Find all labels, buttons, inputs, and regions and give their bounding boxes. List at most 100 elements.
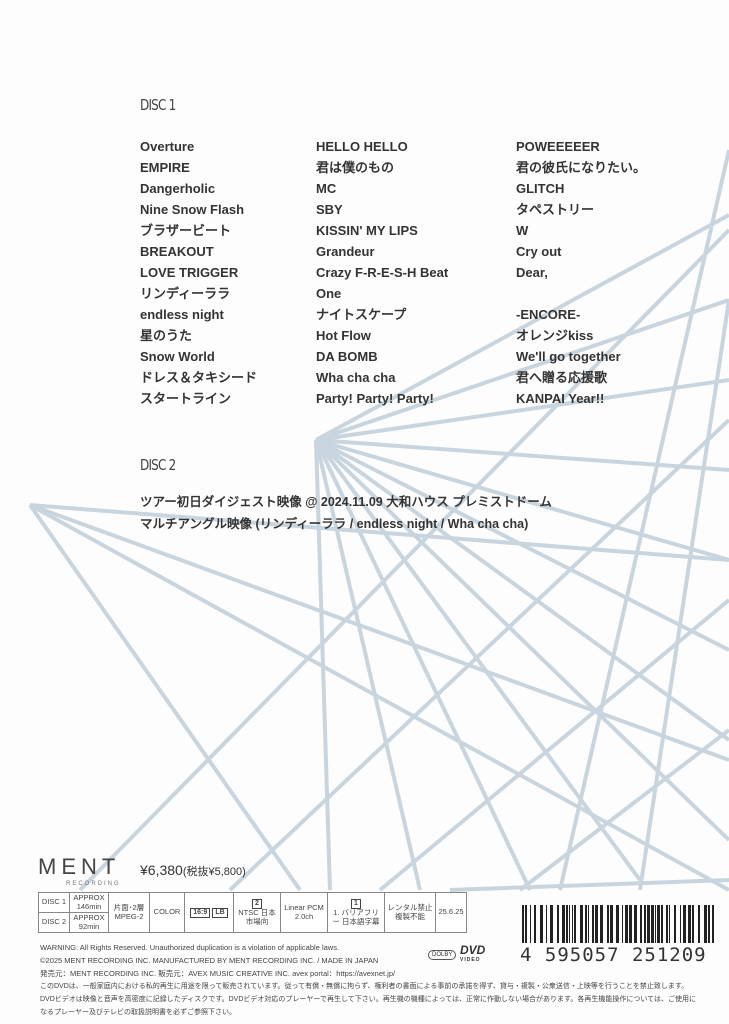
barcode-digits: 4 595057 251209 xyxy=(520,944,707,966)
barcode-bar xyxy=(661,905,663,943)
disc2-line: マルチアングル映像 (リンディーララ / endless night / Wha… xyxy=(140,517,529,531)
spec-rental: レンタル禁止 複製不能 xyxy=(384,892,436,933)
barcode-bar xyxy=(669,905,670,943)
disc2-line: ツアー初日ダイジェスト映像 @ 2024.11.09 大和ハウス プレミストドー… xyxy=(140,495,552,509)
barcode-bar xyxy=(595,905,598,943)
track-item: BREAKOUT xyxy=(140,244,214,259)
barcode-bar xyxy=(525,905,527,943)
barcode-bar xyxy=(610,905,613,943)
track-item: One xyxy=(316,286,342,301)
fine-print: なるプレーヤー及びテレビの取扱説明書を必ずご参照下さい。 xyxy=(40,1009,236,1016)
barcode-bar xyxy=(522,905,524,943)
barcode-bar xyxy=(557,905,559,943)
track-item: 星のうた xyxy=(140,328,193,343)
fine-print: このDVDは、一般家庭内における私的再生に用途を限って販売されています。従って有… xyxy=(40,983,689,990)
barcode-bar xyxy=(634,905,637,943)
dvd-logo-sub: VIDEO xyxy=(460,957,481,963)
track-item: リンディーララ xyxy=(140,286,231,301)
barcode-bar xyxy=(640,905,642,943)
track-item: HELLO HELLO xyxy=(316,139,408,154)
track-item: Cry out xyxy=(516,244,562,259)
barcode-bar xyxy=(708,905,710,943)
track-item: POWEEEEER xyxy=(516,139,600,154)
barcode-bar xyxy=(550,905,553,943)
fine-print: DVDビデオは映像と音声を高密度に記録したディスクです。DVDビデオ対応のプレー… xyxy=(40,996,696,1003)
price-tax: (税抜¥5,800) xyxy=(182,866,246,878)
barcode-bar xyxy=(698,905,700,943)
dvd-logo-text: DVD xyxy=(460,943,486,957)
spec-subtitle: 1 1. バリアフリー 日本語字幕 xyxy=(327,892,385,933)
barcode-bar xyxy=(683,905,686,943)
track-item: Dear, xyxy=(516,265,548,280)
track-item: Grandeur xyxy=(316,244,375,259)
track-item: KANPAI Year!! xyxy=(516,391,605,406)
barcode-bar xyxy=(592,905,594,943)
barcode-bar xyxy=(540,905,543,943)
spec-region: 2 NTSC 日本市場向 xyxy=(233,892,281,933)
barcode-bar xyxy=(655,905,656,943)
barcode-bar xyxy=(574,905,576,943)
track-item: KISSIN' MY LIPS xyxy=(316,223,418,238)
barcode-bar xyxy=(588,905,589,943)
track-item: DA BOMB xyxy=(316,349,378,364)
disc2-heading: DISC 2 xyxy=(140,456,176,474)
track-item: Overture xyxy=(140,139,195,154)
barcode-bar xyxy=(680,905,681,943)
barcode-bar xyxy=(572,905,573,943)
spec-aspect: 16:9 LB xyxy=(184,892,234,933)
barcode-bar xyxy=(666,905,668,943)
spec-audio: Linear PCM 2.0ch xyxy=(280,892,328,933)
barcode-bar xyxy=(688,905,691,943)
track-item: ドレス＆タキシード xyxy=(140,370,258,385)
barcode-bar xyxy=(674,905,676,943)
track-item: オレンジkiss xyxy=(516,328,594,343)
barcode-bar xyxy=(530,905,531,943)
barcode-bar xyxy=(569,905,570,943)
barcode-bar xyxy=(562,905,565,943)
fine-print: ©2025 MENT RECORDING INC. MANUFACTURED B… xyxy=(40,956,379,965)
barcode-bar xyxy=(704,905,707,943)
track-item: SBY xyxy=(316,202,343,217)
track-item: -ENCORE- xyxy=(516,307,581,322)
spec-disc1-time: APPROX 146min xyxy=(69,892,109,913)
track-item: GLITCH xyxy=(516,181,565,196)
barcode-bar xyxy=(625,905,628,943)
spec-layer: 片面･2層 MPEG-2 xyxy=(108,892,150,933)
track-item: EMPIRE xyxy=(140,160,190,175)
track-item: 君は僕のもの xyxy=(316,160,395,175)
barcode-bar xyxy=(644,905,646,943)
barcode-bar xyxy=(692,905,694,943)
track-item: ナイトスケープ xyxy=(316,307,407,322)
barcode-bar xyxy=(546,905,547,943)
barcode-bar xyxy=(580,905,583,943)
ment-logo-sub: RECORDING xyxy=(66,881,121,887)
spec-date: 25.6.25 xyxy=(435,892,467,933)
track-item: 君へ贈る応援歌 xyxy=(516,370,608,385)
track-item: タペストリー xyxy=(516,202,595,217)
track-item: Crazy F-R-E-S-H Beat xyxy=(316,265,449,280)
aspect-badge: 16:9 xyxy=(190,907,211,918)
barcode-bar xyxy=(566,905,568,943)
track-item: Party! Party! Party! xyxy=(316,391,434,406)
barcode-bar xyxy=(616,905,619,943)
spec-table: DISC 1 APPROX 146min 片面･2層 MPEG-2 COLOR … xyxy=(38,892,467,933)
track-item: 君の彼氏になりたい。 xyxy=(516,160,647,175)
track-item: Wha cha cha xyxy=(316,370,396,385)
barcode-bar xyxy=(712,905,714,943)
track-item: スタートライン xyxy=(140,391,232,406)
track-item: Dangerholic xyxy=(140,181,216,196)
fine-print: WARNING: All Rights Reserved. Unauthoriz… xyxy=(40,943,340,952)
spec-disc2: DISC 2 xyxy=(38,912,70,933)
spec-disc2-time: APPROX 92min xyxy=(69,912,109,933)
barcode-bar xyxy=(651,905,654,943)
barcode xyxy=(522,905,714,943)
spec-disc1: DISC 1 xyxy=(38,892,70,913)
track-item: W xyxy=(516,223,529,238)
price: ¥6,380(税抜¥5,800) xyxy=(140,862,246,880)
spec-color: COLOR xyxy=(149,892,185,933)
fine-print: 発売元：MENT RECORDING INC. 販売元：AVEX MUSIC C… xyxy=(40,969,396,978)
barcode-bar xyxy=(607,905,609,943)
barcode-bar xyxy=(629,905,632,943)
barcode-bar xyxy=(534,905,536,943)
barcode-bar xyxy=(585,905,587,943)
